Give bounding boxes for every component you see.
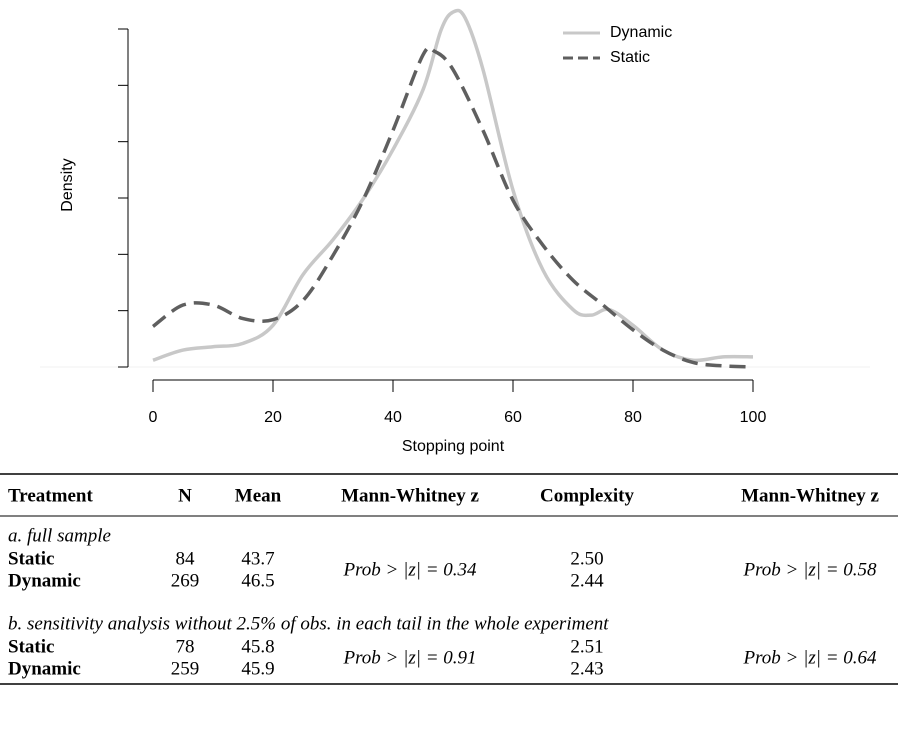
- x-tick-label: 40: [384, 409, 402, 426]
- legend-label: Dynamic: [610, 24, 672, 41]
- row-label: Dynamic: [8, 658, 81, 679]
- section-label: a. full sample: [8, 525, 111, 546]
- section-label: b. sensitivity analysis without 2.5% of …: [8, 613, 609, 634]
- test-result: Prob > |z| = 0.64: [742, 647, 877, 668]
- legend-label: Static: [610, 49, 650, 66]
- x-tick-label: 100: [740, 409, 767, 426]
- column-header: Complexity: [540, 485, 634, 506]
- cell: 269: [171, 570, 200, 591]
- cell: 2.50: [570, 548, 603, 569]
- cell: 84: [176, 548, 196, 569]
- x-tick-label: 0: [149, 409, 158, 426]
- density-line: [151, 45, 754, 369]
- column-header: Treatment: [8, 485, 93, 506]
- x-axis-label: Stopping point: [402, 438, 505, 455]
- row-label: Dynamic: [8, 570, 81, 591]
- test-result: Prob > |z| = 0.58: [742, 559, 877, 580]
- cell: 2.43: [570, 658, 603, 679]
- density-line: [152, 8, 754, 363]
- cell: 43.7: [241, 548, 274, 569]
- column-header: Mann-Whitney z: [341, 485, 479, 506]
- cell: 2.44: [570, 570, 604, 591]
- y-axis-label: Density: [59, 158, 76, 211]
- column-header: Mean: [235, 485, 282, 506]
- column-header: N: [178, 485, 192, 506]
- test-result: Prob > |z| = 0.34: [342, 559, 477, 580]
- column-header: Mann-Whitney z: [741, 485, 879, 506]
- cell: 45.8: [241, 636, 274, 657]
- cell: 259: [171, 658, 200, 679]
- cell: 46.5: [241, 570, 274, 591]
- cell: 45.9: [241, 658, 274, 679]
- cell: 2.51: [570, 636, 603, 657]
- x-tick-label: 60: [504, 409, 522, 426]
- row-label: Static: [8, 548, 54, 569]
- row-label: Static: [8, 636, 54, 657]
- test-result: Prob > |z| = 0.91: [342, 647, 476, 668]
- x-tick-label: 20: [264, 409, 282, 426]
- cell: 78: [176, 636, 195, 657]
- x-tick-label: 80: [624, 409, 642, 426]
